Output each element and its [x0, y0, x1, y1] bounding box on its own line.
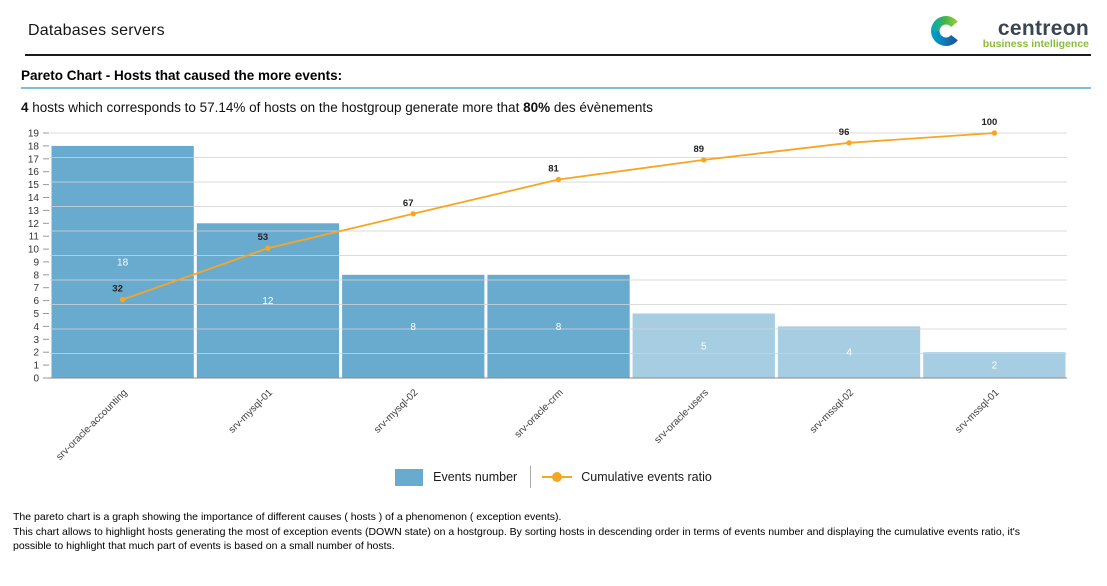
y-tick-label: 12 [28, 219, 40, 230]
y-tick-label: 4 [33, 322, 39, 333]
bar-srv-mssql-01[interactable] [923, 352, 1066, 378]
logo-tagline-text: business intelligence [983, 38, 1089, 50]
x-category-label: srv-oracle-users [652, 387, 710, 445]
x-category-label: srv-mysql-01 [227, 387, 276, 436]
y-tick-label: 2 [33, 348, 39, 359]
line-point-label: 81 [548, 164, 559, 175]
summary-end: des évènements [550, 100, 653, 115]
x-category-label: srv-mysql-02 [372, 387, 421, 436]
bar-value-label: 5 [701, 341, 707, 352]
y-tick-label: 14 [28, 193, 40, 204]
page-header: Databases servers centreon business inte… [0, 0, 1107, 54]
events-number-swatch [395, 468, 424, 486]
y-tick-label: 8 [33, 270, 39, 281]
bar-srv-mssql-02[interactable] [777, 326, 921, 378]
y-tick-label: 17 [28, 154, 40, 165]
events-number-legend-label: Events number [433, 470, 518, 484]
line-point-srv-mssql-01[interactable] [991, 130, 998, 136]
summary-text: 4 hosts which corresponds to 57.14% of h… [21, 100, 1091, 115]
y-tick-label: 18 [28, 141, 40, 152]
y-tick-label: 3 [33, 335, 39, 346]
y-tick-label: 15 [28, 180, 40, 191]
chart-legend: Events number Cumulative events ratio [0, 466, 1107, 488]
line-point-srv-oracle-accounting[interactable] [119, 296, 126, 303]
x-category-label: srv-oracle-crm [513, 387, 566, 440]
footer-line: possible to highlight that much part of … [13, 540, 395, 552]
line-point-label: 100 [981, 117, 997, 128]
y-tick-label: 7 [33, 283, 39, 294]
centreon-logo: centreon business intelligence [931, 16, 1089, 50]
line-point-label: 53 [258, 232, 269, 243]
y-tick-label: 1 [33, 361, 39, 372]
summary-host-count: 4 [21, 100, 29, 115]
page-title: Databases servers [28, 22, 165, 39]
bar-srv-oracle-users[interactable] [632, 313, 775, 379]
line-point-srv-mysql-01[interactable] [265, 245, 271, 251]
footer-line: The pareto chart is a graph showing the … [13, 511, 562, 523]
bar-value-label: 8 [410, 322, 416, 333]
line-point-srv-mysql-02[interactable] [410, 211, 416, 217]
y-tick-label: 10 [28, 245, 40, 256]
summary-middle: hosts which corresponds to 57.14% of hos… [28, 100, 524, 115]
line-point-srv-oracle-users[interactable] [701, 157, 707, 163]
section-heading: Pareto Chart - Hosts that caused the mor… [21, 68, 1091, 89]
line-point-srv-oracle-crm[interactable] [555, 176, 562, 183]
bar-srv-mysql-02[interactable] [342, 274, 485, 378]
bar-value-label: 18 [117, 257, 129, 268]
summary-percent: 80% [523, 100, 551, 115]
title-divider [25, 54, 1091, 56]
line-point-label: 89 [694, 144, 705, 155]
legend-divider [530, 466, 532, 488]
y-tick-label: 13 [28, 206, 40, 217]
centreon-c-mark [931, 16, 958, 46]
bar-value-label: 2 [992, 361, 998, 372]
footer-line: This chart allows to highlight hosts gen… [13, 525, 1021, 538]
x-category-label: srv-oracle-accounting [54, 387, 129, 462]
y-tick-label: 5 [33, 309, 39, 320]
x-category-label: srv-mssql-02 [808, 387, 857, 436]
line-point-srv-mssql-02[interactable] [846, 140, 852, 146]
bar-value-label: 4 [846, 348, 852, 359]
logo-brand-text: centreon [998, 17, 1089, 40]
x-category-label: srv-mssql-01 [953, 387, 1002, 436]
y-tick-label: 19 [28, 129, 40, 140]
y-tick-label: 11 [29, 232, 40, 243]
cumulative-ratio-legend-label: Cumulative events ratio [581, 470, 712, 484]
line-point-label: 96 [839, 127, 850, 138]
y-tick-label: 16 [28, 167, 40, 178]
bar-value-label: 12 [262, 296, 274, 307]
line-point-label: 67 [403, 198, 414, 209]
y-tick-label: 6 [33, 296, 39, 307]
bar-srv-oracle-crm[interactable] [487, 274, 630, 378]
cumulative-ratio-marker [542, 472, 573, 482]
y-tick-label: 0 [33, 374, 39, 385]
footer-description: The pareto chart is a graph showing the … [13, 510, 1091, 554]
y-tick-label: 9 [33, 257, 39, 268]
bar-srv-oracle-accounting[interactable] [51, 145, 194, 378]
bar-value-label: 8 [556, 322, 562, 333]
line-point-label: 32 [112, 284, 123, 295]
